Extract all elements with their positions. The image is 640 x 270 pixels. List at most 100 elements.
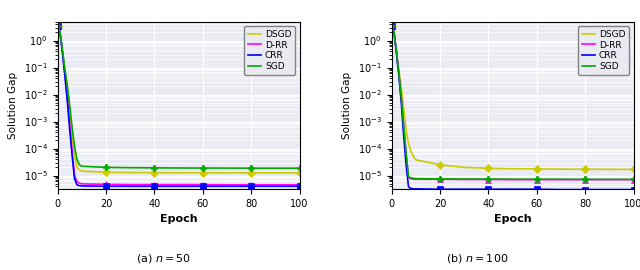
Line: DSGD: DSGD (58, 26, 300, 173)
SGD (68, 126, 76, 129)
DSGD (70, 154, 78, 157)
SGD (271, 167, 279, 170)
D-RR (392, 50, 400, 53)
CRR (388, 24, 396, 28)
CRR (557, 188, 565, 191)
D-RR (484, 178, 492, 181)
D-RR (68, 150, 76, 153)
SGD (102, 166, 110, 169)
SGD (388, 24, 396, 28)
DSGD (150, 171, 158, 174)
CRR (68, 154, 76, 157)
SGD (410, 177, 417, 180)
DSGD (126, 171, 134, 174)
SGD (59, 48, 67, 52)
CRR (73, 183, 81, 187)
DSGD (460, 166, 468, 169)
CRR (403, 163, 410, 166)
D-RR (102, 183, 110, 186)
DSGD (484, 167, 492, 170)
DSGD (407, 150, 415, 153)
SGD (150, 166, 158, 170)
D-RR (557, 178, 565, 181)
SGD (175, 166, 182, 170)
SGD (397, 96, 405, 99)
CRR (397, 101, 405, 104)
Line: CRR: CRR (58, 26, 300, 186)
D-RR (223, 183, 231, 187)
CRR (407, 187, 415, 190)
CRR (199, 185, 207, 188)
SGD (56, 31, 64, 34)
DSGD (557, 167, 565, 171)
CRR (271, 185, 279, 188)
D-RR (390, 31, 398, 34)
SGD (407, 176, 415, 180)
SGD (484, 177, 492, 181)
SGD (605, 178, 613, 181)
DSGD (59, 50, 67, 53)
D-RR (581, 178, 589, 181)
CRR (54, 24, 61, 28)
DSGD (630, 168, 637, 171)
Line: CRR: CRR (392, 26, 634, 190)
DSGD (56, 31, 64, 34)
CRR (581, 188, 589, 191)
DSGD (54, 24, 61, 28)
DSGD (223, 171, 231, 174)
CRR (296, 185, 303, 188)
DSGD (410, 155, 417, 158)
SGD (509, 178, 516, 181)
D-RR (407, 177, 415, 180)
Y-axis label: Solution Gap: Solution Gap (8, 72, 18, 139)
CRR (76, 184, 83, 187)
D-RR (73, 180, 81, 183)
SGD (66, 104, 74, 107)
D-RR (403, 153, 410, 156)
CRR (400, 134, 408, 137)
SGD (395, 72, 403, 75)
DSGD (175, 171, 182, 174)
D-RR (410, 178, 417, 181)
CRR (630, 188, 637, 191)
SGD (533, 178, 541, 181)
CRR (404, 185, 412, 188)
DSGD (296, 171, 303, 174)
SGD (557, 178, 565, 181)
DSGD (533, 167, 541, 171)
D-RR (400, 124, 408, 127)
CRR (395, 74, 403, 77)
D-RR (126, 183, 134, 186)
Text: (a) $n = 50$: (a) $n = 50$ (136, 252, 191, 265)
Legend: DSGD, D-RR, CRR, SGD: DSGD, D-RR, CRR, SGD (578, 26, 629, 75)
D-RR (533, 178, 541, 181)
CRR (223, 185, 231, 188)
DSGD (76, 168, 83, 172)
DSGD (61, 69, 68, 72)
D-RR (76, 181, 83, 185)
DSGD (605, 168, 613, 171)
D-RR (175, 183, 182, 186)
CRR (56, 31, 64, 34)
DSGD (404, 142, 412, 145)
CRR (175, 185, 182, 188)
CRR (460, 188, 468, 191)
CRR (66, 128, 74, 131)
D-RR (397, 96, 405, 99)
DSGD (102, 171, 110, 174)
CRR (392, 51, 400, 55)
D-RR (56, 31, 64, 34)
DSGD (388, 24, 396, 28)
CRR (484, 188, 492, 191)
DSGD (271, 171, 279, 174)
SGD (223, 167, 231, 170)
DSGD (397, 86, 405, 89)
SGD (392, 50, 400, 53)
Line: D-RR: D-RR (392, 26, 634, 180)
SGD (126, 166, 134, 169)
CRR (248, 185, 255, 188)
DSGD (412, 158, 420, 161)
CRR (533, 188, 541, 191)
SGD (296, 167, 303, 170)
D-RR (436, 178, 444, 181)
